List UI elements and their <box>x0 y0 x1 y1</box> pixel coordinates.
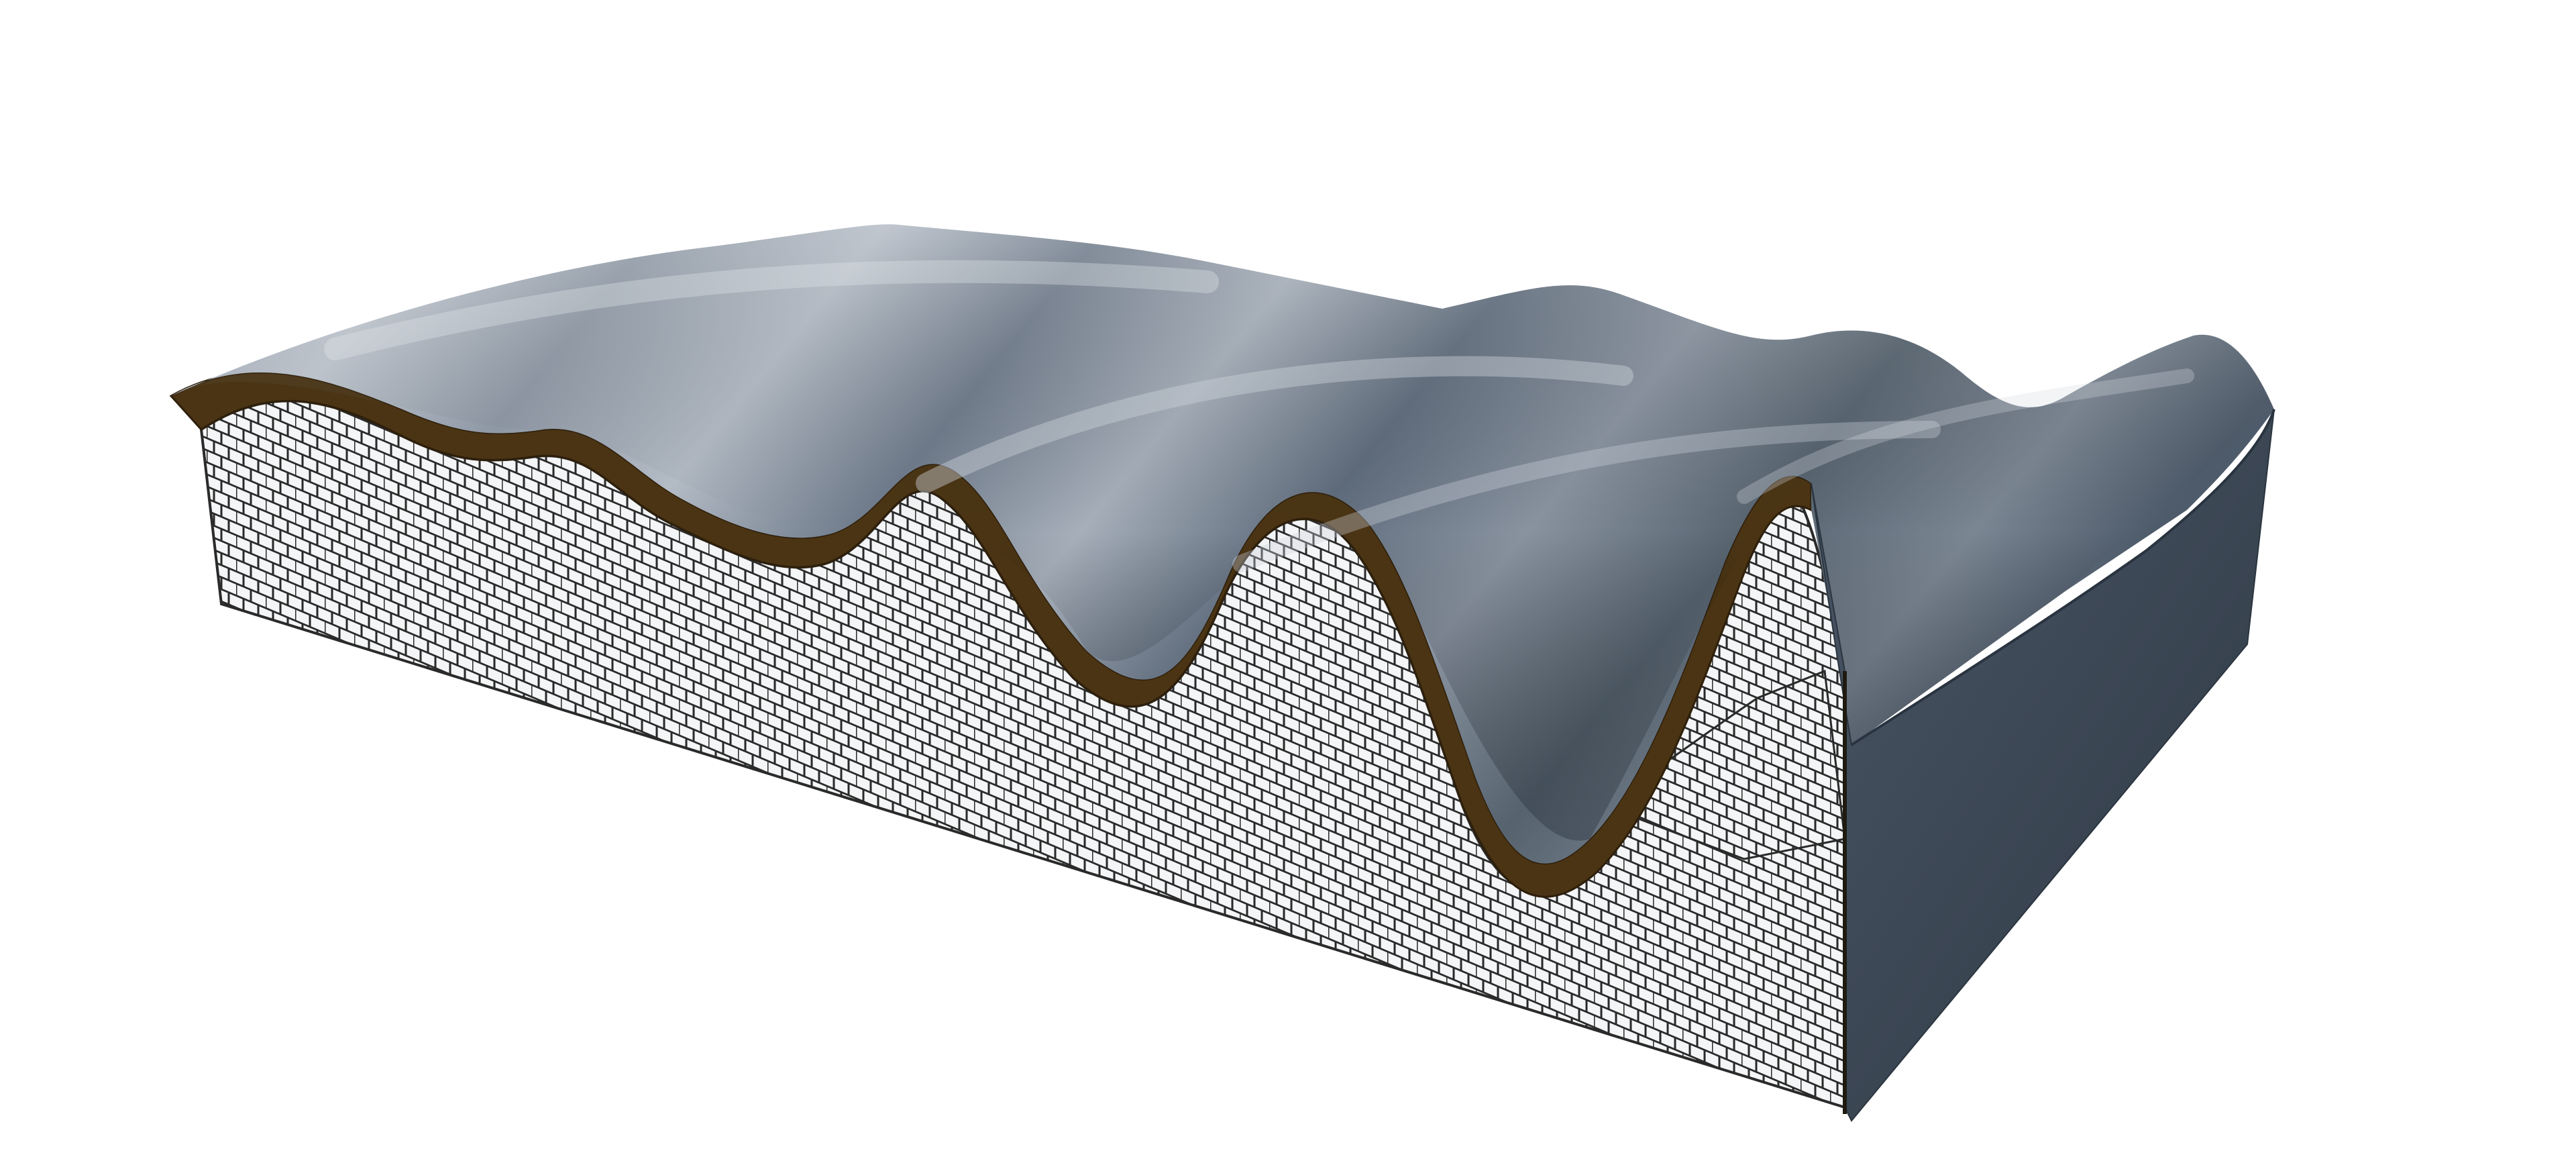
ridge-highlights <box>324 260 2194 572</box>
block-crest-edge <box>1850 409 2275 746</box>
terrain-surface-shading <box>171 224 2274 841</box>
